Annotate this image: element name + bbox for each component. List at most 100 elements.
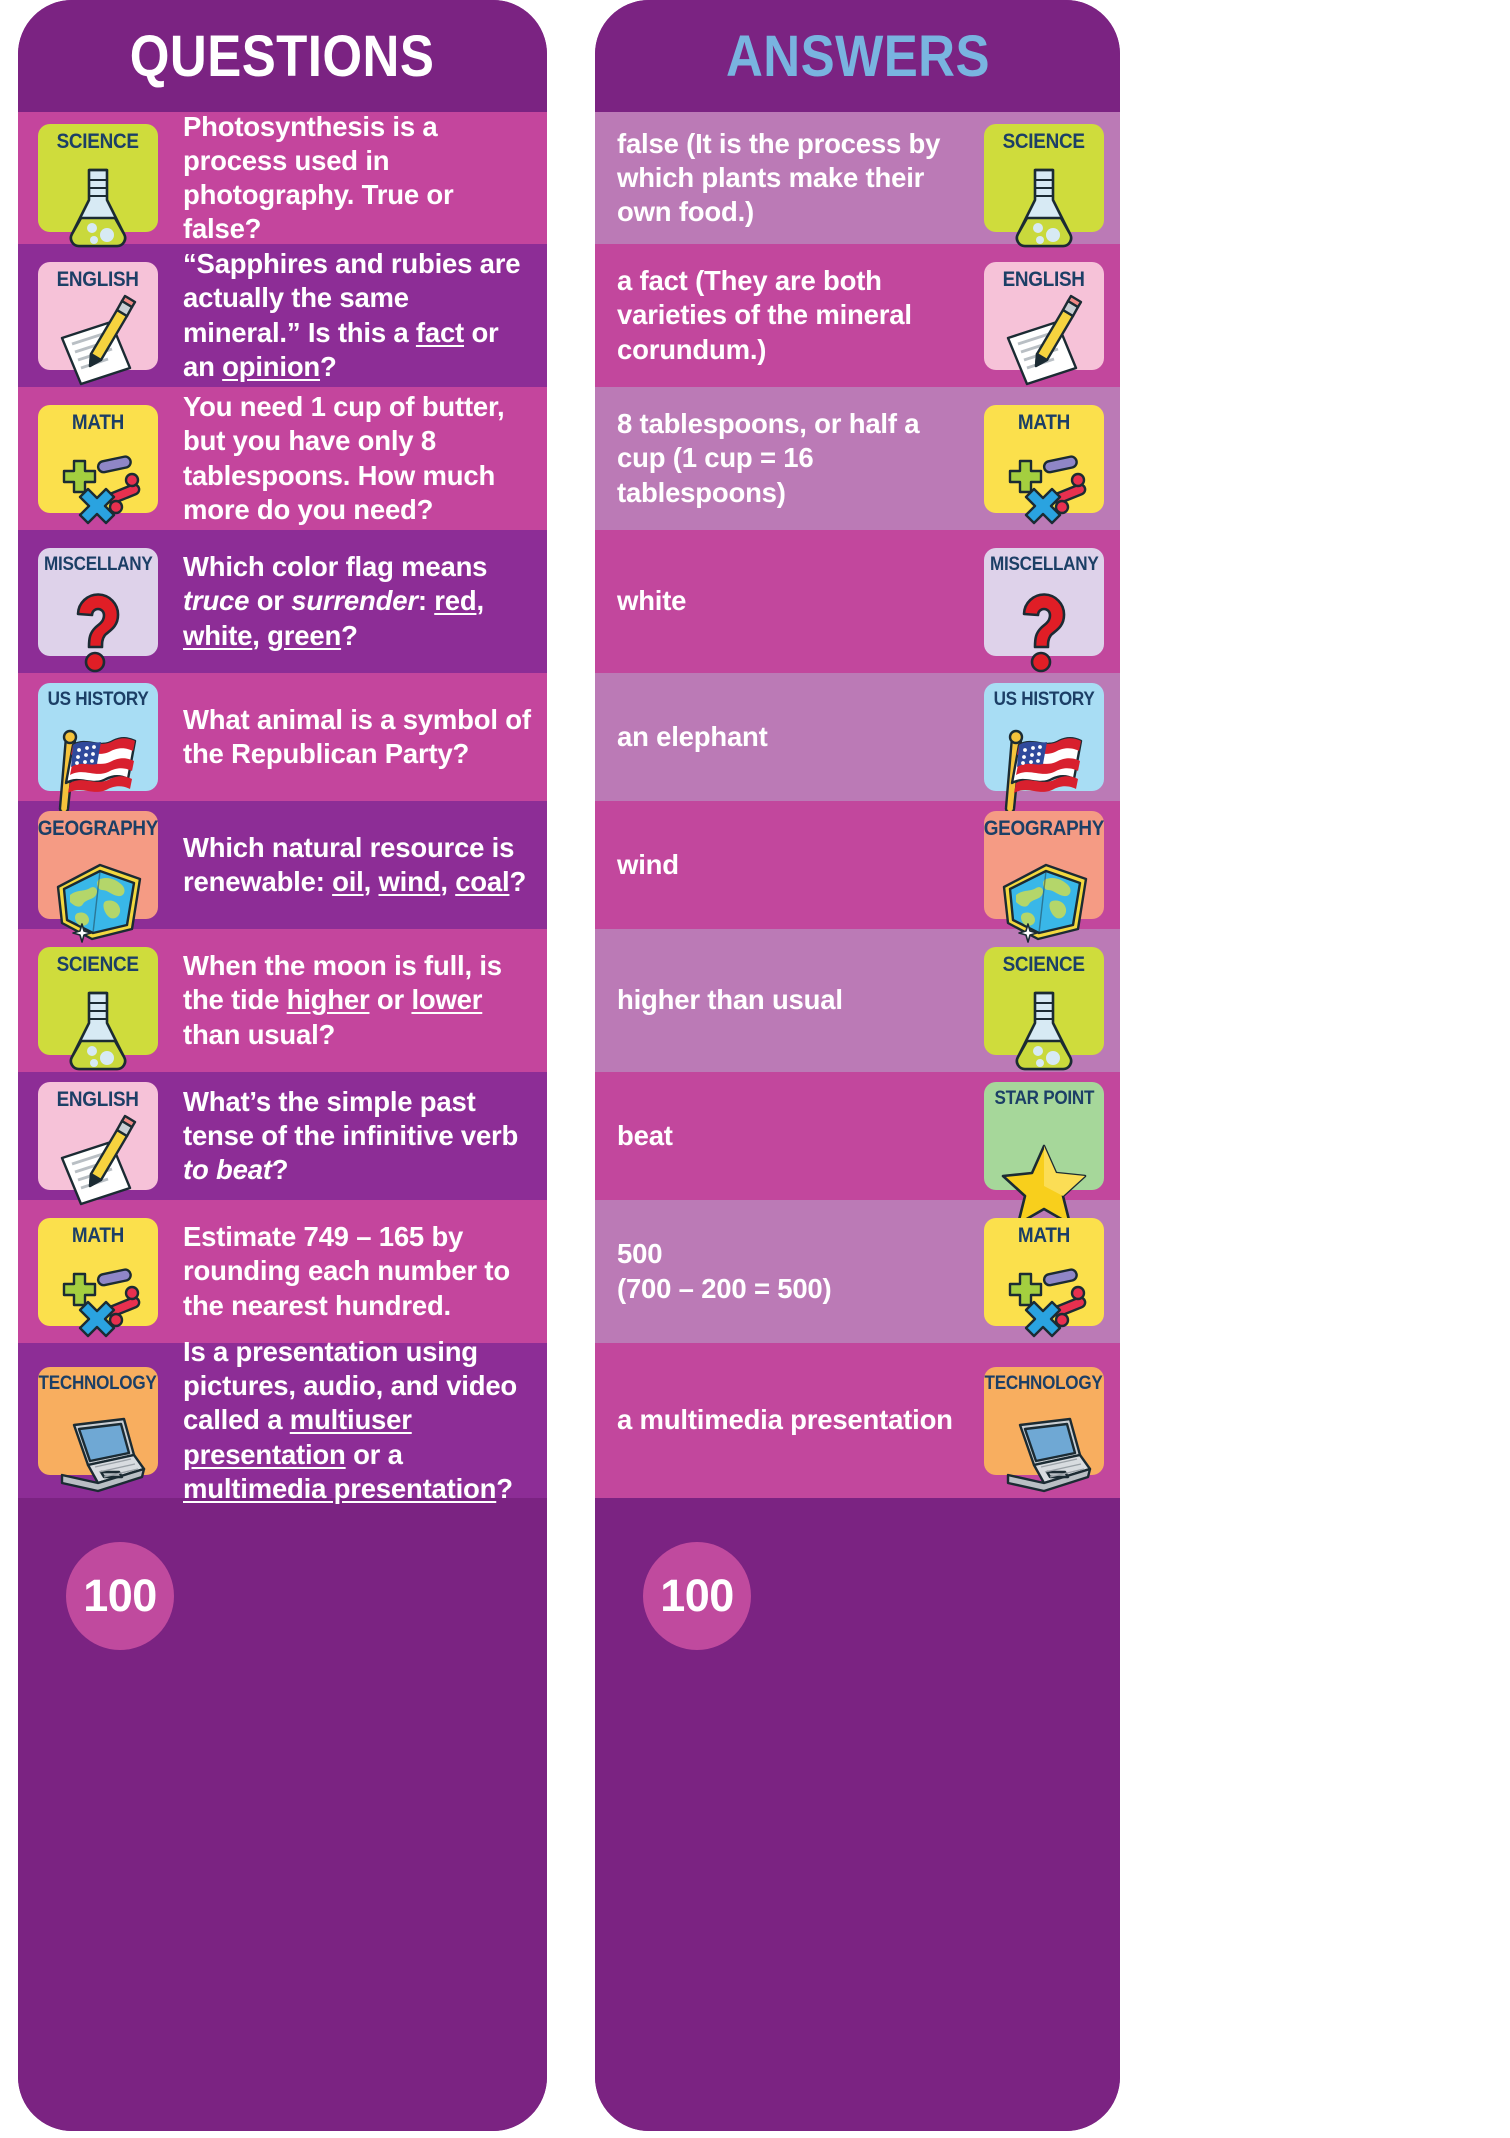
table-row: higher than usual SCIENCE bbox=[595, 929, 1120, 1072]
table-row: GEOGRAPHY Which natural resource is rene… bbox=[18, 801, 547, 943]
subject-badge-miscellany: MISCELLANY bbox=[984, 547, 1104, 672]
table-row: SCIENCE Photosynthesis is a process used… bbox=[18, 110, 547, 248]
question-text: When the moon is full, is the tide highe… bbox=[183, 950, 502, 1050]
questions-card: QUESTIONS SCIENCE Photosynthesis is a pr… bbox=[18, 0, 547, 2131]
questions-footer: 100 bbox=[18, 1498, 547, 2131]
answer-text: 8 tablespoons, or half a cup (1 cup = 16… bbox=[617, 408, 920, 508]
table-row: TECHNOLOGY Is a presentation using pictu… bbox=[18, 1336, 547, 1504]
answer-text: false (It is the process by which plants… bbox=[617, 127, 941, 228]
question-text: Is a presentation using pictures, audio,… bbox=[183, 1336, 518, 1504]
subject-badge-math: MATH bbox=[984, 404, 1104, 524]
answer-text: 500 (700 – 200 = 500) bbox=[617, 1238, 832, 1304]
subject-badge-label: US HISTORY bbox=[47, 689, 149, 710]
us-flag-icon bbox=[990, 715, 1098, 815]
subject-badge-math: MATH bbox=[38, 404, 158, 524]
table-row: a fact (They are both varieties of the m… bbox=[595, 244, 1120, 387]
subject-badge-label: STAR POINT bbox=[994, 1088, 1094, 1109]
us-flag-icon bbox=[44, 715, 152, 815]
laptop-icon bbox=[990, 1399, 1098, 1499]
answer-text: higher than usual bbox=[617, 984, 843, 1016]
subject-badge-technology: TECHNOLOGY bbox=[984, 1366, 1104, 1492]
table-row: SCIENCE When the moon is full, is the ti… bbox=[18, 929, 547, 1072]
question-text: Which natural resource is renewable: oil… bbox=[183, 831, 527, 897]
question-mark-icon bbox=[990, 580, 1098, 680]
subject-badge-label: MISCELLANY bbox=[989, 553, 1099, 575]
subject-badge-english: ENGLISH bbox=[984, 261, 1104, 385]
table-row: false (It is the process by which plants… bbox=[595, 112, 1120, 248]
flask-icon bbox=[990, 156, 1098, 256]
subject-badge-label: SCIENCE bbox=[1002, 952, 1086, 976]
math-symbols-icon bbox=[44, 437, 152, 537]
subject-badge-label: MATH bbox=[71, 1223, 125, 1247]
table-row: a multimedia presentation TECHNOLOGY bbox=[595, 1343, 1120, 1498]
question-text: Which color flag means truce or surrende… bbox=[183, 551, 488, 651]
subject-badge-label: ENGLISH bbox=[56, 267, 140, 291]
table-row: wind GEOGRAPHY bbox=[595, 801, 1120, 943]
subject-badge-technology: TECHNOLOGY bbox=[38, 1366, 158, 1492]
subject-badge-label: GEOGRAPHY bbox=[983, 817, 1105, 840]
answers-page-number: 100 bbox=[643, 1542, 751, 1650]
subject-badge-science: SCIENCE bbox=[984, 124, 1104, 248]
math-symbols-icon bbox=[990, 1250, 1098, 1350]
questions-title: QUESTIONS bbox=[130, 23, 435, 89]
question-text: Photosynthesis is a process used in phot… bbox=[183, 110, 454, 245]
table-row: ENGLISH “Sapphires and rubies are actual… bbox=[18, 244, 547, 387]
questions-page-number: 100 bbox=[66, 1542, 174, 1650]
subject-badge-miscellany: MISCELLANY bbox=[38, 547, 158, 672]
subject-badge-star-point: STAR POINT bbox=[984, 1082, 1104, 1226]
table-row: MISCELLANY Which color flag means truce … bbox=[18, 530, 547, 673]
table-row: 500 (700 – 200 = 500) MATH bbox=[595, 1200, 1120, 1343]
answer-text: beat bbox=[617, 1119, 673, 1151]
subject-badge-label: SCIENCE bbox=[56, 952, 140, 976]
answer-text: an elephant bbox=[617, 720, 768, 752]
questions-row-list: SCIENCE Photosynthesis is a process used… bbox=[18, 110, 547, 1504]
table-row: 8 tablespoons, or half a cup (1 cup = 16… bbox=[595, 387, 1120, 530]
answers-row-list: false (It is the process by which plants… bbox=[595, 112, 1120, 1498]
question-text: What’s the simple past tense of the infi… bbox=[183, 1085, 519, 1186]
question-text: You need 1 cup of butter, but you have o… bbox=[183, 391, 505, 525]
question-text: “Sapphires and rubies are actually the s… bbox=[183, 248, 521, 382]
paper-pencil-icon bbox=[990, 294, 1098, 394]
answer-text: a fact (They are both varieties of the m… bbox=[617, 265, 912, 365]
subject-badge-label: ENGLISH bbox=[1002, 267, 1086, 291]
answer-text: white bbox=[617, 585, 687, 617]
subject-badge-science: SCIENCE bbox=[984, 946, 1104, 1070]
paper-pencil-icon bbox=[44, 1114, 152, 1214]
math-symbols-icon bbox=[44, 1250, 152, 1350]
subject-badge-label: MATH bbox=[1017, 410, 1071, 434]
question-mark-icon bbox=[44, 580, 152, 680]
answers-card: ANSWERS false (It is the process by whic… bbox=[595, 0, 1120, 2131]
table-row: MATH You need 1 cup of butter, but you h… bbox=[18, 387, 547, 530]
subject-badge-label: TECHNOLOGY bbox=[985, 1372, 1103, 1394]
table-row: US HISTORY What animal is a symbol of th… bbox=[18, 673, 547, 814]
math-symbols-icon bbox=[990, 437, 1098, 537]
table-row: MATH Estimate 749 – 165 by rounding each… bbox=[18, 1200, 547, 1343]
subject-badge-label: MATH bbox=[1017, 1223, 1071, 1247]
subject-badge-math: MATH bbox=[38, 1217, 158, 1337]
subject-badge-us-history: US HISTORY bbox=[38, 683, 158, 814]
laptop-icon bbox=[44, 1399, 152, 1499]
subject-badge-geography: GEOGRAPHY bbox=[983, 811, 1105, 943]
questions-header: QUESTIONS bbox=[18, 0, 547, 112]
subject-badge-us-history: US HISTORY bbox=[984, 683, 1104, 814]
question-text: Estimate 749 – 165 by rounding each numb… bbox=[183, 1221, 510, 1321]
table-row: white MISCELLANY bbox=[595, 530, 1120, 673]
subject-badge-english: ENGLISH bbox=[38, 1082, 158, 1206]
answer-text: a multimedia presentation bbox=[617, 1404, 953, 1436]
table-row: an elephant US HISTORY bbox=[595, 673, 1120, 814]
table-row: ENGLISH What’s the simple past tense of … bbox=[18, 1072, 547, 1206]
subject-badge-label: US HISTORY bbox=[993, 689, 1095, 710]
answers-title: ANSWERS bbox=[725, 23, 990, 89]
question-text: What animal is a symbol of the Republica… bbox=[183, 703, 531, 769]
subject-badge-geography: GEOGRAPHY bbox=[38, 811, 159, 943]
flask-icon bbox=[44, 979, 152, 1079]
subject-badge-label: ENGLISH bbox=[56, 1088, 140, 1111]
flask-icon bbox=[44, 156, 152, 256]
flask-icon bbox=[990, 979, 1098, 1079]
subject-badge-label: SCIENCE bbox=[56, 130, 140, 153]
subject-badge-science: SCIENCE bbox=[38, 124, 158, 248]
world-map-icon bbox=[990, 843, 1098, 943]
subject-badge-science: SCIENCE bbox=[38, 946, 158, 1070]
answers-footer: 100 bbox=[595, 1498, 1120, 2131]
